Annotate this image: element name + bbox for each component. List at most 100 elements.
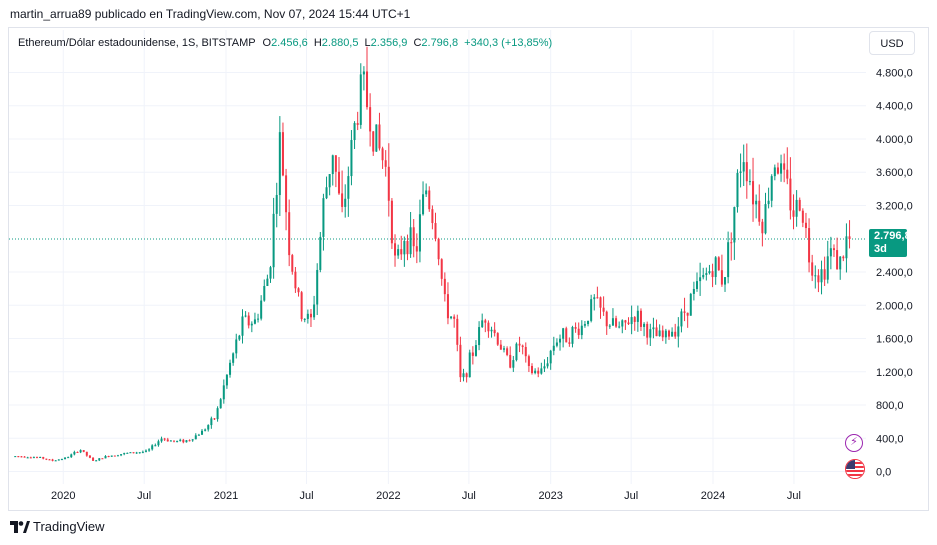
candle-body [104,456,107,459]
candle-body [776,167,779,174]
candle-body [176,440,179,442]
y-tick-label: 2.000,0 [876,300,913,312]
candle-body [85,451,88,456]
candle-body [163,438,166,440]
x-tick-label: Jul [462,490,476,502]
candle-body [154,445,157,447]
candle-body [845,236,848,259]
candle-body [674,331,677,337]
candle-body [468,352,471,378]
candle-body [207,425,210,430]
candle-body [179,439,182,441]
candle-body [95,460,98,462]
candle-body [471,352,474,356]
candle-body [562,328,565,339]
candle-body [188,440,191,442]
lightning-icon[interactable]: ⚡ [845,434,863,452]
candle-body [281,132,284,176]
candle-body [241,316,244,336]
candle-body [593,297,596,300]
candle-body [79,450,82,453]
y-tick-label: 0,0 [876,467,891,479]
y-tick-label: 4.000,0 [876,134,913,146]
publisher-line: martin_arrua89 publicado en TradingView.… [10,7,411,21]
candle-body [615,318,618,327]
candle-body [752,181,755,205]
candle-body [148,449,151,451]
candle-body [580,325,583,336]
currency-button[interactable]: USD [869,31,915,55]
last-price-badge: 2.796,8 3d 10h [869,229,911,268]
candle-body [260,300,263,319]
x-tick-label: Jul [624,490,638,502]
candle-body [204,429,207,431]
candle-body [605,311,608,327]
candle-body [695,281,699,289]
footer-brand-text: TradingView [33,519,105,534]
candle-body [67,457,70,459]
candle-body [39,456,42,458]
candle-body [506,348,509,355]
candle-body [306,313,309,319]
candle-body [201,430,204,435]
candle-body [101,458,104,460]
x-tick-label: Jul [787,490,801,502]
candle-body [110,455,113,457]
candle-body [832,248,835,251]
open-label: O [262,37,272,49]
candle-body [814,275,817,277]
candle-body [319,236,322,270]
candle-body [353,123,356,141]
candle-body [334,155,337,172]
candle-body [197,434,200,436]
candle-body [602,307,605,312]
candle-body [770,176,773,201]
candle-body [481,320,484,328]
candle-body [225,374,228,386]
candle-body [664,330,667,338]
candle-body [400,249,403,255]
price-axis[interactable]: 0,0 400,0 800,0 1.200,0 1.600,0 2.000,0 2.400,… [876,67,913,478]
candle-body [443,278,446,295]
candle-body [801,210,804,223]
candle-body [621,320,624,327]
candle-body [808,228,811,263]
candle-body [496,333,499,345]
candle-body [817,275,820,283]
candle-body [633,317,636,322]
footer-brand[interactable]: TradingView [10,519,105,534]
candle-body [219,399,222,409]
candle-body [686,312,689,316]
candle-body [285,175,288,213]
x-tick-label: 2024 [701,490,725,502]
candle-body [795,199,798,217]
candle-body [434,223,437,239]
candle-body [375,124,378,152]
candle-body [70,454,73,458]
candle-body [450,316,453,319]
candle-body [325,187,328,199]
candle-body [724,277,727,285]
candle-body [194,435,197,440]
candle-body [403,240,406,255]
candle-body [88,455,91,458]
candle-body [499,344,502,350]
candle-body [328,174,331,188]
us-flag-icon[interactable] [845,459,865,479]
candle-body [369,107,372,132]
candle-body [559,338,562,343]
candle-body [191,439,194,441]
candle-body [699,277,702,282]
time-axis[interactable]: 2020 Jul 2021 Jul 2022 Jul 2023 Jul 2024 Jul [51,490,801,502]
candle-body [534,370,537,374]
candle-body [160,438,163,442]
candle-body [745,162,748,182]
candle-body [182,439,185,443]
close-label: C [413,37,422,49]
candle-body [185,440,188,443]
candle-body [82,450,85,452]
candle-body [730,242,733,244]
candle-body [829,248,832,257]
candle-body [543,366,546,369]
